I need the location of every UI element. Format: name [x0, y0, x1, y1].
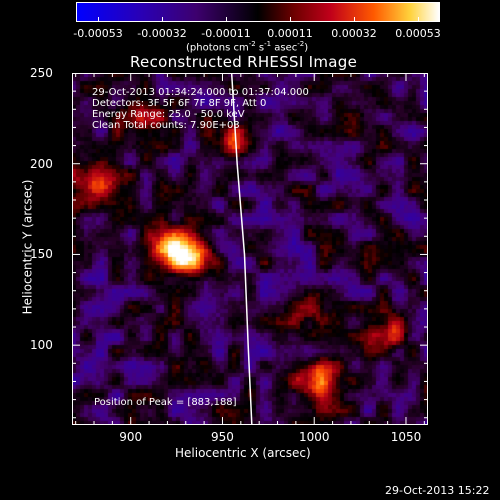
y-tick-label: 250 [30, 66, 53, 80]
colorbar-tick-label: -0.00032 [137, 27, 187, 40]
colorbar-tick-label: 0.00032 [331, 27, 377, 40]
colorbar-tick-label: 0.00053 [395, 27, 441, 40]
colorbar-units: (photons cm-2 s-1 asec-2) [186, 40, 309, 54]
y-tick-label: 100 [30, 338, 53, 353]
colorbar-tick-label: 0.00011 [267, 27, 313, 40]
x-tick-label: 1000 [298, 430, 330, 444]
x-axis-label: Heliocentric X (arcsec) [175, 446, 311, 460]
info-time: 29-Oct-2013 01:34:24.000 to 01:37:04.000 [92, 87, 309, 98]
colorbar-tick-label: -0.00011 [201, 27, 251, 40]
colorbar-tick-mark [98, 17, 99, 22]
colorbar-tick-mark [418, 17, 419, 22]
colorbar-tick-label: -0.00053 [73, 27, 123, 40]
chart-title: Reconstructed RHESSI Image [130, 53, 358, 71]
info-clean: Clean Total counts: 7.90E+03 [92, 120, 240, 131]
x-tick-label: 1050 [390, 430, 422, 444]
plot-area: 29-Oct-2013 01:34:24.000 to 01:37:04.000… [72, 73, 428, 425]
y-tick-label: 150 [30, 247, 53, 262]
colorbar-tick-mark [290, 17, 291, 22]
heatmap-image [72, 73, 428, 425]
x-tick-label: 900 [119, 430, 143, 444]
y-axis-label: Heliocentric Y (arcsec) [20, 179, 35, 315]
colorbar-tick-mark [226, 17, 227, 22]
timestamp: 29-Oct-2013 15:22 [385, 484, 490, 497]
y-tick-label: 200 [30, 156, 53, 171]
axis-ticks [72, 73, 428, 425]
info-detectors: Detectors: 3F 5F 6F 7F 8F 9F, Att 0 [92, 98, 267, 109]
x-tick-label: 950 [211, 430, 234, 444]
plot-border [72, 73, 428, 425]
solar-limb-curve [230, 73, 253, 425]
colorbar [76, 2, 440, 22]
colorbar-tick-mark [354, 17, 355, 22]
info-peak: Position of Peak = [883,188] [94, 397, 237, 408]
colorbar-tick-mark [162, 17, 163, 22]
info-energy: Energy Range: 25.0 - 50.0 keV [92, 109, 245, 120]
plot-overlay [72, 73, 428, 425]
